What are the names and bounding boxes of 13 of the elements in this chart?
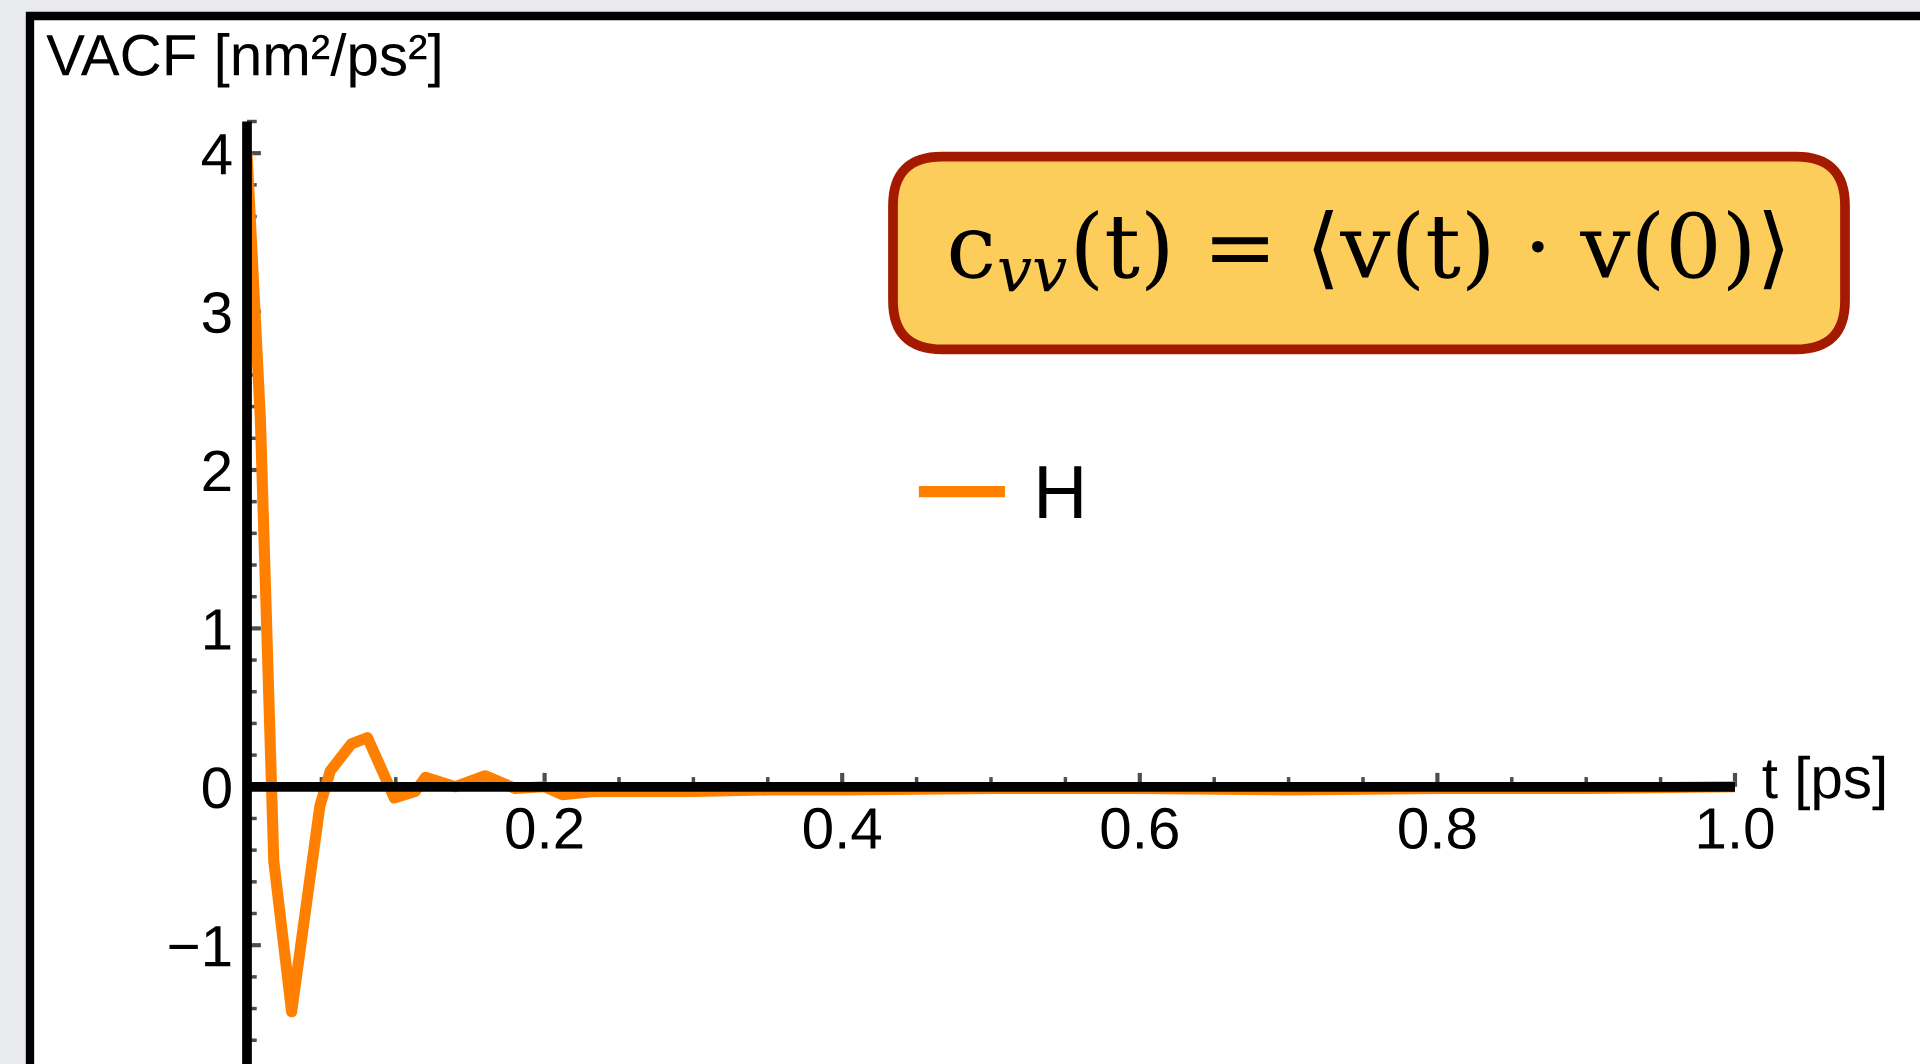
x-tick-label: 0.6 — [1101, 807, 1178, 850]
annotation: c$_{vv}$(t) = ⟨v(t) · v(0)⟩ — [950, 209, 1784, 292]
y-tick-label: −1 — [169, 926, 231, 967]
y-tick-label: 2 — [203, 450, 231, 492]
x-tick-label: 0.8 — [1399, 807, 1476, 850]
y-tick-label: 1 — [205, 609, 231, 650]
x-tick-label: 0.4 — [803, 807, 882, 850]
legend-label: H — [1039, 466, 1082, 518]
y-tick-label: 3 — [202, 291, 231, 334]
y-axis-title: VACF [nm²/ps²] — [46, 33, 440, 88]
y-tick-label: 4 — [202, 134, 232, 175]
x-tick-label: 0.2 — [506, 807, 583, 850]
y-tick-label: 0 — [202, 767, 231, 809]
